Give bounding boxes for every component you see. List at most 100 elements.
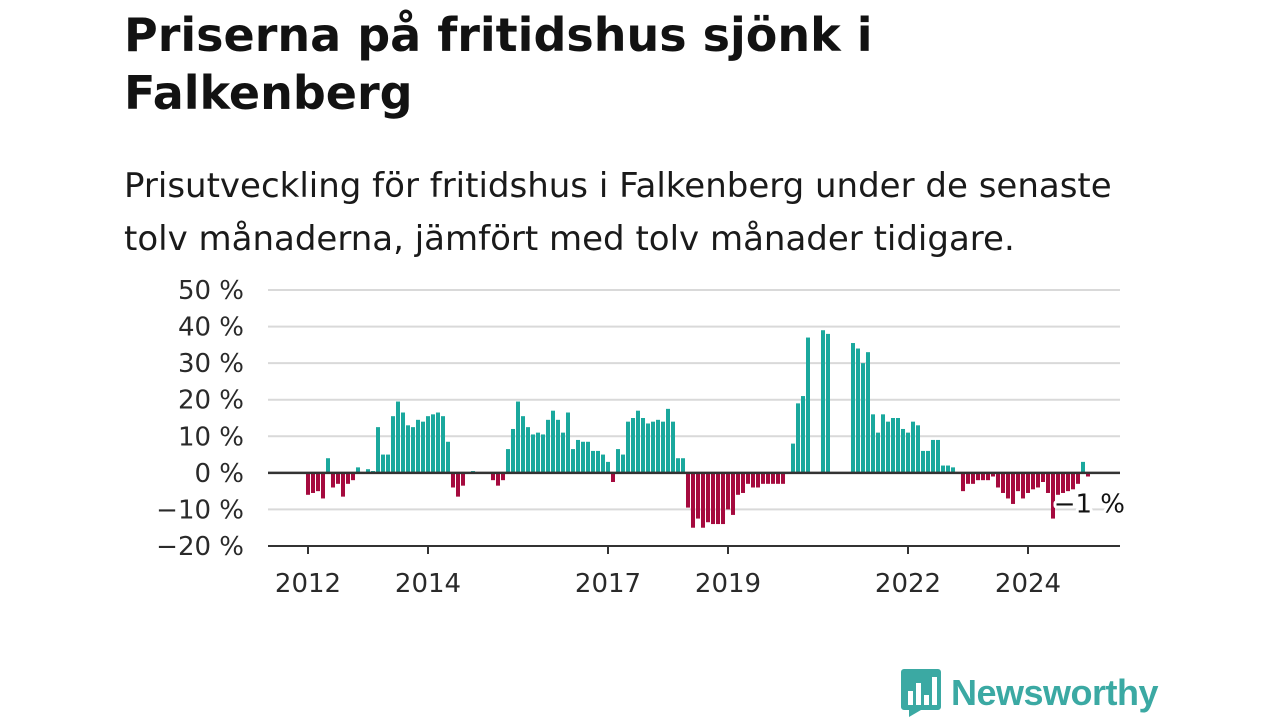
bar (616, 449, 620, 473)
bar (936, 439, 940, 473)
bar (596, 450, 600, 473)
y-tick-label: 0 % (194, 459, 244, 489)
bar (931, 439, 935, 473)
bar (516, 401, 520, 473)
bar (1061, 472, 1065, 493)
bar (806, 337, 810, 473)
bar (311, 472, 315, 493)
bar (421, 421, 425, 473)
bar (331, 472, 335, 488)
bar (771, 472, 775, 484)
bar (706, 472, 710, 523)
bar (821, 330, 825, 473)
bar (791, 443, 795, 473)
bar (761, 472, 765, 484)
bar (921, 450, 925, 473)
bar (411, 427, 415, 473)
bar (701, 472, 705, 528)
bar (751, 472, 755, 488)
bar (366, 469, 370, 473)
bar (441, 416, 445, 473)
bar (376, 427, 380, 473)
bar (551, 410, 555, 473)
bar (951, 467, 955, 473)
bar (856, 348, 860, 473)
bar (556, 419, 560, 473)
bar (641, 418, 645, 473)
bar (666, 408, 670, 473)
bar (346, 472, 350, 484)
bar (896, 418, 900, 473)
y-tick-label: −10 % (156, 495, 244, 525)
bar (1086, 472, 1090, 477)
bar (631, 418, 635, 473)
bar (861, 363, 865, 473)
bar (601, 454, 605, 473)
bar (511, 428, 515, 473)
bar (801, 396, 805, 473)
newsworthy-logo-icon (901, 669, 941, 717)
bar (1021, 472, 1025, 499)
bar (356, 467, 360, 473)
bar (966, 472, 970, 484)
y-tick-label: 50 % (178, 276, 244, 306)
bar (1081, 461, 1085, 473)
x-tick-label: 2019 (695, 569, 761, 599)
bar (531, 434, 535, 473)
bar (981, 472, 985, 481)
bar (611, 472, 615, 482)
bar (1016, 472, 1020, 492)
bar (451, 472, 455, 488)
bar (431, 414, 435, 473)
bar (396, 401, 400, 473)
bar (636, 410, 640, 473)
x-tick-label: 2022 (875, 569, 941, 599)
bar (526, 427, 530, 473)
bar (671, 421, 675, 473)
bar (1036, 472, 1040, 488)
x-tick-label: 2012 (275, 569, 341, 599)
bar (911, 421, 915, 473)
bar (581, 441, 585, 473)
price-change-bar-chart: 50 % 40 % 30 % 20 % 10 % 0 % −10 % −20 % 2012 201… (156, 276, 1125, 599)
bar (621, 454, 625, 473)
bar (961, 472, 965, 492)
bar (406, 425, 410, 473)
bar (711, 472, 715, 525)
bar (336, 472, 340, 484)
bar (536, 432, 540, 473)
brand-name: Newsworthy (951, 672, 1159, 713)
bar (741, 472, 745, 493)
bar (676, 458, 680, 473)
bar (506, 449, 510, 473)
bar (876, 432, 880, 473)
y-tick-label: −20 % (156, 532, 244, 562)
bar (386, 454, 390, 473)
chart-subtitle: Prisutveckling för fritidshus i Falkenbe… (124, 166, 1112, 259)
bar (606, 461, 610, 473)
bar (871, 414, 875, 473)
bar (626, 421, 630, 473)
bar (756, 472, 760, 488)
bar (891, 418, 895, 473)
bar (986, 472, 990, 481)
bar (1006, 472, 1010, 499)
bar (461, 472, 465, 486)
newsworthy-brand: Newsworthy (901, 668, 1159, 718)
bar (696, 472, 700, 519)
bar (456, 472, 460, 497)
bar (656, 419, 660, 473)
bar (916, 425, 920, 473)
y-tick-label: 40 % (178, 313, 244, 343)
bar (691, 472, 695, 528)
bar (991, 472, 995, 477)
bar (681, 458, 685, 473)
bar (351, 472, 355, 481)
bar (426, 416, 430, 473)
bar (521, 416, 525, 473)
bar (306, 472, 310, 495)
bar (826, 333, 830, 473)
bar (321, 472, 325, 499)
bar (541, 434, 545, 473)
bar (446, 441, 450, 473)
